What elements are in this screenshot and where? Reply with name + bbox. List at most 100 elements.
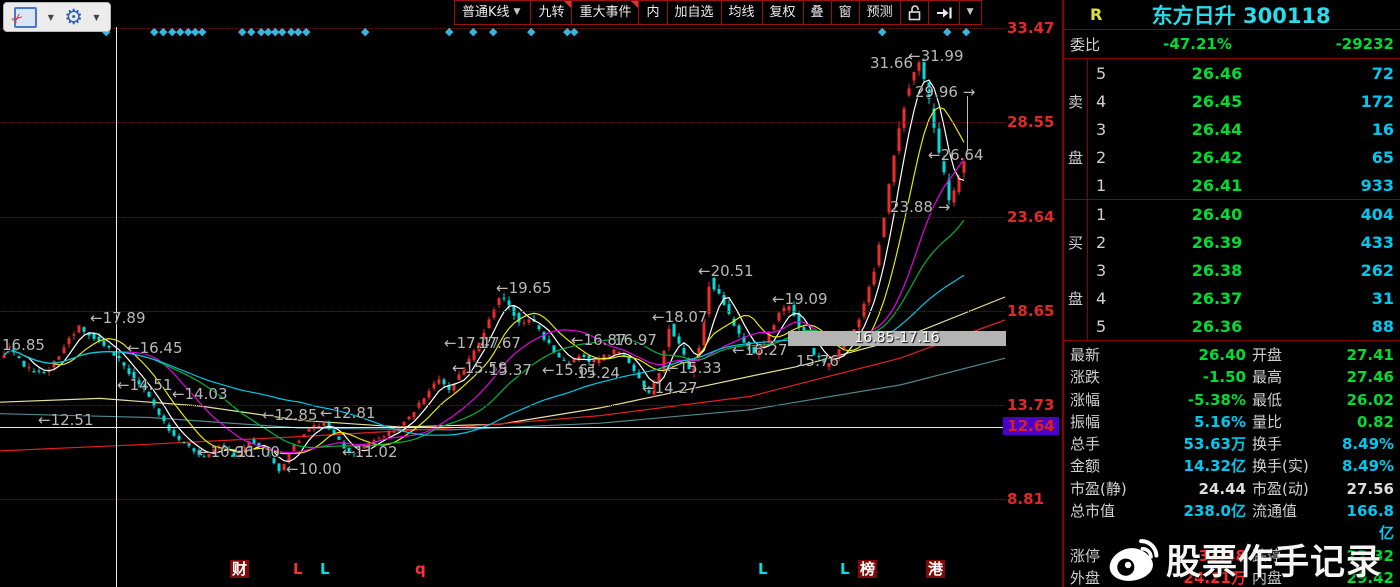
- corner-flag: [564, 1, 572, 8]
- price: 26.39: [1191, 232, 1243, 252]
- candle-body: [322, 422, 326, 426]
- candle-body: [467, 358, 471, 364]
- level: 5: [1096, 63, 1107, 83]
- toolbar-button-复权[interactable]: 复权: [761, 0, 804, 25]
- sell-row-5[interactable]: 5 26.46 72: [1088, 59, 1400, 87]
- candle-body: [647, 386, 651, 393]
- gear-icon[interactable]: ⚙: [64, 4, 84, 29]
- screenshot-dropdown-caret[interactable]: ▼: [47, 12, 54, 22]
- price-annotation: ←15.33: [666, 359, 722, 377]
- toolbar-button-均线[interactable]: 均线: [720, 0, 763, 25]
- candle-body: [222, 445, 226, 448]
- event-marker-L[interactable]: L: [293, 560, 303, 578]
- candle-body: [382, 436, 386, 438]
- candle-body: [932, 108, 936, 128]
- price: 26.42: [1191, 147, 1243, 167]
- candle-body: [882, 217, 886, 238]
- price: 26.45: [1191, 91, 1243, 111]
- candle-body: [537, 325, 541, 329]
- kline-chart-region[interactable]: 16.85-17.16 33.47 28.55 23.64 18.65 13.73 8.8…: [0, 0, 1062, 587]
- stat-row: 涨幅 -5.38% 最低 26.02: [1070, 389, 1394, 411]
- price-annotation: ←16.45: [127, 339, 183, 357]
- candle-body: [97, 336, 101, 342]
- candle-body: [342, 442, 346, 449]
- sell-row-1[interactable]: 1 26.41 933: [1088, 171, 1400, 199]
- sell-row-3[interactable]: 3 26.44 16: [1088, 115, 1400, 143]
- candle-body: [207, 453, 211, 458]
- candle-body: [352, 453, 356, 455]
- toolbar-button-重大事件[interactable]: 重大事件: [571, 0, 640, 25]
- sell-row-4[interactable]: 4 26.45 172: [1088, 87, 1400, 115]
- stat-row: 总市值 238.0亿 流通值 166.8亿: [1070, 500, 1394, 545]
- weibi-percent: -47.21%: [1163, 35, 1232, 53]
- buy-row-3[interactable]: 3 26.38 262: [1088, 256, 1400, 284]
- screenshot-icon[interactable]: ✂: [9, 6, 38, 28]
- nine-turn-diamond-icon: ◆: [878, 25, 887, 38]
- toolbar-button-九转[interactable]: 九转: [530, 0, 573, 25]
- sell-book: 卖盘 5 26.46 72 4 26.45 172 3 26.44 16 2 26.42 65 1 26.…: [1064, 59, 1400, 200]
- event-marker-L[interactable]: L: [320, 560, 330, 578]
- gridline: [0, 311, 1005, 312]
- crosshair-vertical-line[interactable]: [116, 27, 117, 587]
- watermark-text: 股票作手记录: [1166, 543, 1383, 583]
- axis-price-label: 33.47: [1007, 19, 1055, 37]
- candle-body: [902, 108, 906, 128]
- candle-body: [867, 286, 871, 303]
- candle-body: [627, 357, 631, 363]
- nine-turn-diamond-icon: ◆: [469, 25, 478, 38]
- stat-value: -5.38%: [1187, 390, 1246, 409]
- event-marker-L[interactable]: L: [840, 560, 850, 578]
- candle-body: [397, 427, 401, 429]
- toolbar-button-加自选[interactable]: 加自选: [666, 0, 722, 25]
- candle-body: [492, 309, 496, 318]
- event-marker-榜[interactable]: 榜: [858, 560, 878, 578]
- volume: 31: [1371, 288, 1394, 308]
- lock-button[interactable]: [899, 0, 929, 25]
- candle-body: [727, 304, 731, 314]
- stock-title[interactable]: 东方日升 300118: [1151, 3, 1331, 28]
- price-annotation: ←31.99: [908, 47, 964, 65]
- stat-label: 开盘: [1252, 346, 1283, 364]
- candle-body: [517, 312, 521, 323]
- price-annotation: ←12.81: [320, 404, 376, 422]
- event-marker-L[interactable]: L: [758, 560, 768, 578]
- gear-dropdown-caret[interactable]: ▼: [93, 12, 100, 22]
- event-marker-q[interactable]: q: [415, 560, 426, 578]
- stat-label: 流通值: [1252, 502, 1298, 521]
- candle-body: [202, 456, 206, 458]
- toolbar-button-叠[interactable]: 叠: [802, 0, 832, 25]
- sell-row-2[interactable]: 2 26.42 65: [1088, 143, 1400, 171]
- buy-row-4[interactable]: 4 26.37 31: [1088, 284, 1400, 312]
- candle-body: [557, 353, 561, 358]
- level: 3: [1096, 119, 1107, 139]
- event-marker-港[interactable]: 港: [926, 560, 946, 578]
- candle-body: [407, 416, 411, 420]
- stat-label: 总市值: [1070, 502, 1116, 521]
- stat-label: 涨跌: [1070, 368, 1101, 387]
- nine-turn-diamond-icon: ◆: [445, 25, 454, 38]
- toolbar-button-内[interactable]: 内: [638, 0, 668, 25]
- candle-body: [487, 319, 491, 329]
- toolbar-more-button[interactable]: ▼: [958, 0, 982, 25]
- candle-body: [42, 372, 46, 373]
- nine-turn-diamond-icon: ◆: [159, 25, 168, 38]
- price-annotation: ←14.51: [117, 376, 173, 394]
- buy-row-1[interactable]: 1 26.40 404: [1088, 200, 1400, 228]
- toolbar-button-预测[interactable]: 预测: [858, 0, 901, 25]
- candle-body: [192, 448, 196, 452]
- candle-body: [457, 374, 461, 380]
- price: 26.44: [1191, 119, 1243, 139]
- event-marker-财[interactable]: 财: [230, 560, 250, 578]
- stat-row: 市盈(静) 24.44 市盈(动) 27.56: [1070, 478, 1394, 500]
- buy-row-2[interactable]: 2 26.39 433: [1088, 228, 1400, 256]
- volume: 262: [1360, 260, 1394, 280]
- buy-row-5[interactable]: 5 26.36 88: [1088, 312, 1400, 340]
- toolbar-button-窗[interactable]: 窗: [830, 0, 860, 25]
- candle-body: [37, 370, 41, 372]
- candle-body: [132, 371, 136, 379]
- gap-range-band: 16.85-17.16: [788, 331, 1006, 346]
- jump-right-button[interactable]: [927, 0, 960, 25]
- candle-body: [842, 345, 846, 349]
- crosshair-horizontal-line[interactable]: [0, 427, 1005, 428]
- kline-type-select[interactable]: 普通K线 ▼: [454, 0, 532, 25]
